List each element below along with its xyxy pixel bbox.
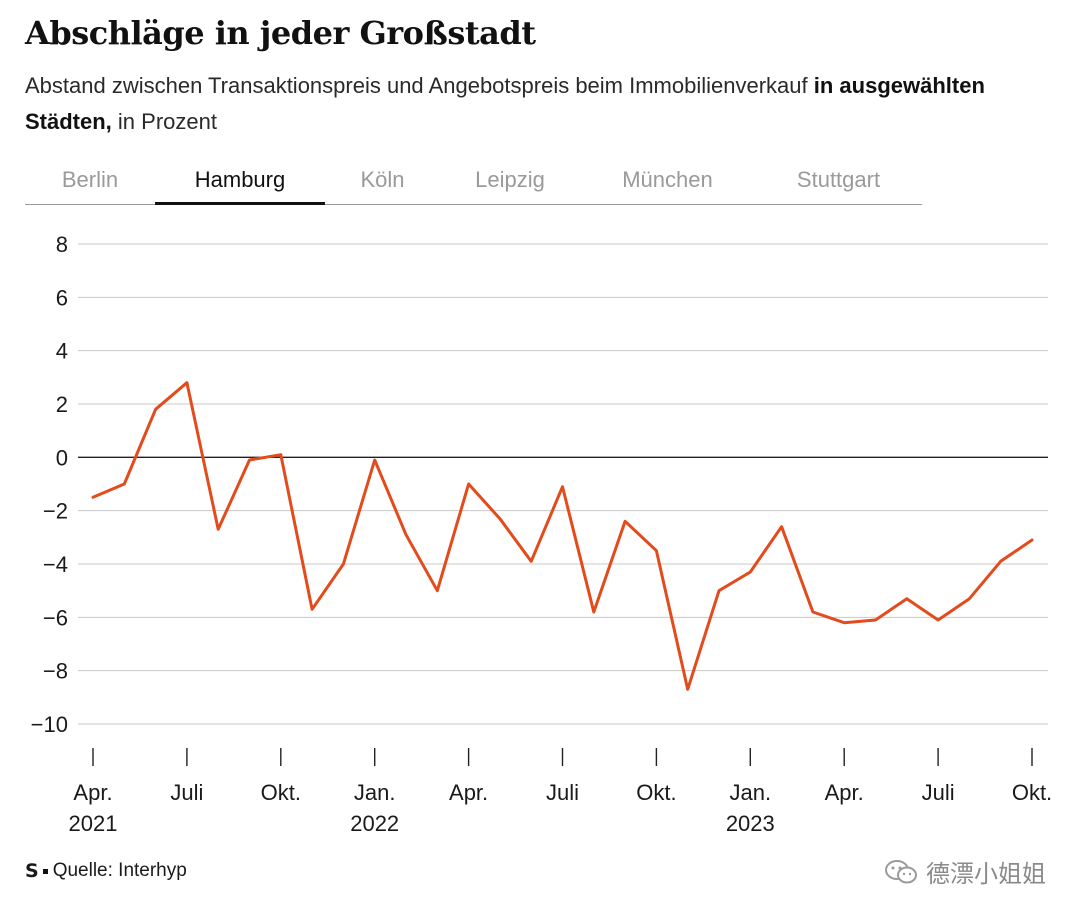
watermark: 德漂小姐姐: [884, 854, 1046, 889]
watermark-text: 德漂小姐姐: [926, 861, 1046, 888]
x-tick-label: Juli: [922, 780, 955, 805]
series-layer: [91, 381, 1034, 691]
y-tick-label: 0: [56, 445, 68, 470]
source-text: Quelle: Interhyp: [52, 860, 187, 881]
y-tick-label: 4: [56, 339, 68, 364]
subtitle-unit-text: in Prozent: [111, 109, 217, 134]
chart-title: Abschläge in jeder Großstadt: [25, 14, 536, 52]
y-tick-label: 8: [56, 232, 68, 257]
y-tick-label: −8: [43, 659, 68, 684]
x-tick-label: Okt.: [1012, 780, 1052, 805]
x-tick-label: Jan.: [730, 780, 772, 805]
x-tick-label: Apr.: [449, 780, 488, 805]
y-tick-label: 6: [56, 285, 68, 310]
x-tick-label: Juli: [546, 780, 579, 805]
series-line-hamburg: [91, 381, 1034, 691]
x-tick-label: Jan.: [354, 780, 396, 805]
subtitle-bold-text: in ausgewählten Städten,: [25, 73, 985, 134]
y-tick-label: 2: [56, 392, 68, 417]
chat-bubble-icon: [885, 859, 917, 883]
x-axis: Apr. 2021 Juli Okt. Jan. 2022 Apr. Juli Okt. Jan.…: [69, 748, 1052, 836]
y-tick-label: −6: [43, 605, 68, 630]
x-tick-year-label: 2021: [69, 811, 118, 836]
x-tick-label: Apr.: [73, 780, 112, 805]
line-chart: 8 6 4 2 0 −2 −4 −6 −8 −10 Apr. 2021 Juli Okt. Jan. 202…: [31, 232, 1053, 836]
tab-berlin[interactable]: Berlin: [61, 167, 119, 192]
tab-muenchen[interactable]: München: [622, 167, 713, 192]
y-axis: 8 6 4 2 0 −2 −4 −6 −8 −10: [31, 232, 68, 737]
publisher-logo: S: [25, 860, 39, 882]
source-note: S Quelle: Interhyp: [25, 860, 187, 882]
y-tick-label: −2: [43, 499, 68, 524]
x-tick-label: Juli: [170, 780, 203, 805]
chart-subtitle: Abstand zwischen Transaktionspreis und A…: [25, 68, 1045, 140]
y-tick-label: −4: [43, 552, 68, 577]
x-tick-label: Apr.: [825, 780, 864, 805]
city-tabs: Berlin Hamburg Köln Leipzig München Stut…: [25, 162, 922, 205]
x-tick-year-label: 2023: [726, 811, 775, 836]
tab-stuttgart[interactable]: Stuttgart: [796, 167, 881, 192]
y-tick-label: −10: [31, 712, 68, 737]
gridlines: [78, 243, 1048, 725]
tab-koeln[interactable]: Köln: [360, 167, 405, 192]
x-tick-label: Okt.: [636, 780, 676, 805]
tab-hamburg[interactable]: Hamburg: [155, 162, 325, 205]
x-tick-label: Okt.: [261, 780, 301, 805]
logo-dot: [42, 868, 48, 874]
tab-leipzig[interactable]: Leipzig: [475, 167, 545, 192]
subtitle-text: Abstand zwischen Transaktionspreis und A…: [25, 73, 814, 98]
x-tick-year-label: 2022: [350, 811, 399, 836]
